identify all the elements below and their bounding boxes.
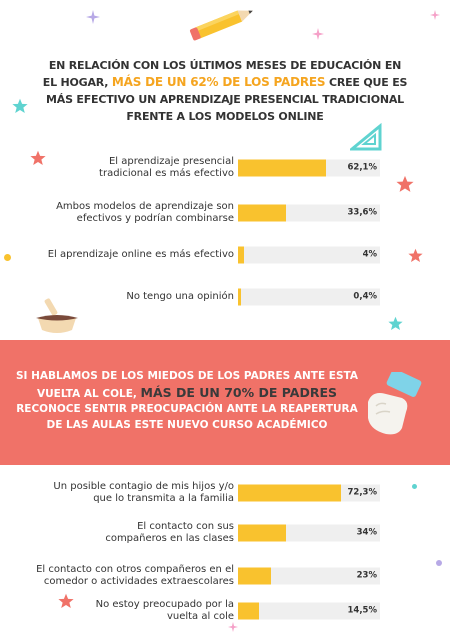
- bar: [238, 484, 341, 502]
- bar: [238, 288, 241, 306]
- bar-value-label: 14,5%: [347, 605, 378, 616]
- star-icon: [86, 10, 100, 24]
- fears-text-pre: Si hablamos de los miedos de los padres …: [15, 370, 358, 400]
- star-icon: [30, 150, 46, 165]
- intro-headline: En relación con los últimos meses de edu…: [42, 57, 408, 125]
- intro-text-post: cree que es más efectivo un aprendizaje …: [46, 76, 408, 123]
- star-icon: [408, 248, 423, 263]
- bar-value-label: 34%: [356, 527, 377, 538]
- bar-track: 62,1%: [238, 159, 380, 177]
- bar-value-label: 23%: [356, 570, 377, 581]
- learning-preference-chart: El aprendizaje presencial tradicional es…: [0, 145, 450, 320]
- bar-row: No estoy preocupado por la vuelta al col…: [0, 596, 450, 626]
- bar-row: El contacto con sus compañeros en las cl…: [0, 518, 450, 548]
- bar-row: El aprendizaje online es más efectivo 4%: [0, 240, 450, 270]
- dot-decoration: [4, 254, 11, 261]
- bar: [238, 159, 327, 177]
- bar-label: No estoy preocupado por la vuelta al col…: [95, 599, 234, 622]
- hand-wash-icon: [368, 372, 422, 435]
- bar-track: 33,6%: [238, 204, 380, 222]
- bar-track: 0,4%: [238, 288, 380, 306]
- bar-label: El aprendizaje presencial tradicional es…: [99, 156, 234, 179]
- bar-track: 4%: [238, 246, 380, 264]
- star-icon: [396, 175, 414, 192]
- bar: [238, 567, 271, 585]
- bar-label: No tengo una opinión: [126, 291, 234, 302]
- bar-row: No tengo una opinión 0,4%: [0, 282, 450, 312]
- parent-fears-chart: Un posible contagio de mis hijos y/o que…: [0, 476, 450, 632]
- bar-track: 23%: [238, 567, 380, 585]
- star-icon: [312, 28, 324, 40]
- bar-value-label: 62,1%: [347, 162, 378, 173]
- intro-highlight: más de un 62% de los padres: [111, 75, 326, 89]
- bar-value-label: 0,4%: [353, 291, 377, 302]
- dot-decoration: [436, 560, 442, 566]
- bar-label: El contacto con otros compañeros en el c…: [36, 564, 234, 587]
- bar-track: 14,5%: [238, 602, 380, 620]
- star-icon: [388, 316, 403, 331]
- intro-text-pre: En relación con los últimos meses de edu…: [42, 59, 402, 89]
- set-square-icon: [350, 122, 382, 151]
- bar-value-label: 72,3%: [347, 487, 378, 498]
- fears-text-post: reconoce sentir preocupación ante la rea…: [16, 403, 358, 431]
- star-icon: [12, 98, 28, 113]
- bar-label: El aprendizaje online es más efectivo: [47, 249, 234, 260]
- bar-value-label: 33,6%: [347, 207, 378, 218]
- bar-track: 72,3%: [238, 484, 380, 502]
- bar-value-label: 4%: [362, 249, 377, 260]
- dot-decoration: [412, 484, 417, 489]
- bar-label: El contacto con sus compañeros en las cl…: [105, 521, 234, 544]
- fears-headline: Si hablamos de los miedos de los padres …: [12, 369, 362, 433]
- fears-highlight: más de un 70% de padres: [140, 384, 337, 400]
- star-icon: [228, 622, 238, 632]
- bar: [238, 246, 244, 264]
- star-icon: [58, 593, 74, 608]
- star-icon: [430, 10, 440, 20]
- bar-row: Ambos modelos de aprendizaje son efectiv…: [0, 198, 450, 228]
- bar-row: El aprendizaje presencial tradicional es…: [0, 153, 450, 183]
- bar-row: El contacto con otros compañeros en el c…: [0, 561, 450, 591]
- bar-label: Ambos modelos de aprendizaje son efectiv…: [56, 201, 234, 224]
- bar: [238, 602, 259, 620]
- bar: [238, 204, 286, 222]
- bar-label: Un posible contagio de mis hijos y/o que…: [53, 481, 234, 504]
- pencil-icon: [189, 10, 253, 41]
- bowl-icon: [36, 298, 78, 333]
- bar: [238, 524, 287, 542]
- bar-row: Un posible contagio de mis hijos y/o que…: [0, 478, 450, 508]
- bar-track: 34%: [238, 524, 380, 542]
